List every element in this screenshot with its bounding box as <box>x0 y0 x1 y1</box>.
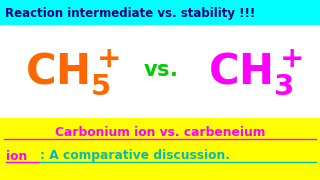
Text: $\mathbf{CH_5^+}$: $\mathbf{CH_5^+}$ <box>25 47 119 97</box>
Text: $\mathbf{CH_3^+}$: $\mathbf{CH_3^+}$ <box>208 47 302 97</box>
Text: Reaction intermediate vs. stability !!!: Reaction intermediate vs. stability !!! <box>5 6 255 19</box>
Text: Carbonium ion vs. carbeneium: Carbonium ion vs. carbeneium <box>55 127 265 140</box>
Text: ion: ion <box>6 150 27 163</box>
FancyBboxPatch shape <box>0 0 320 25</box>
FancyBboxPatch shape <box>0 118 320 180</box>
Text: $\mathbf{vs.}$: $\mathbf{vs.}$ <box>143 60 177 80</box>
Text: : A comparative discussion.: : A comparative discussion. <box>40 150 230 163</box>
